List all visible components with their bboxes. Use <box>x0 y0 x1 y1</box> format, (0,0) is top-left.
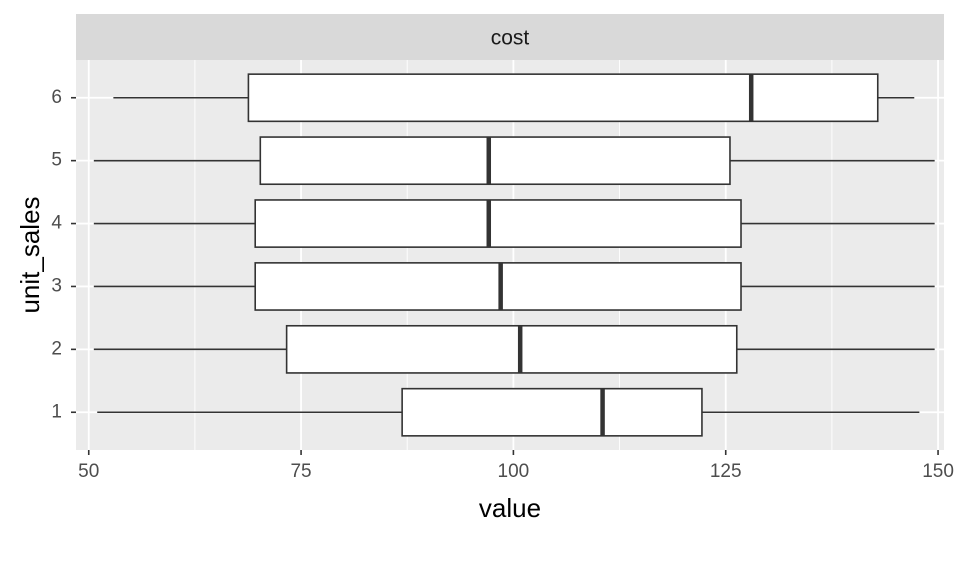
x-axis-title: value <box>479 493 541 523</box>
panel-background <box>76 60 944 450</box>
box-category-3 <box>93 262 935 311</box>
box-iqr <box>254 199 742 248</box>
box-category-4 <box>93 199 935 248</box>
box-category-5 <box>93 136 935 186</box>
grid-minor-lines <box>194 60 833 450</box>
box-iqr <box>401 387 703 437</box>
x-tick-label: 50 <box>78 461 99 482</box>
y-axis: 1 2 3 4 5 6 <box>51 87 76 422</box>
x-tick-label: 150 <box>922 461 954 482</box>
x-axis: 50 75 100 125 150 <box>78 450 954 482</box>
y-axis-title: unit_sales <box>15 196 45 313</box>
x-tick-label: 125 <box>710 461 742 482</box>
box-category-1 <box>97 387 920 437</box>
box-iqr <box>247 73 879 123</box>
box-iqr <box>285 324 738 374</box>
y-tick-label: 3 <box>51 275 62 296</box>
box-category-6 <box>113 73 915 123</box>
box-iqr <box>254 262 742 311</box>
y-tick-label: 4 <box>51 213 62 234</box>
strip-background <box>76 14 944 60</box>
y-tick-label: 5 <box>51 150 62 171</box>
y-tick-label: 2 <box>51 338 62 359</box>
x-tick-label: 100 <box>498 461 530 482</box>
x-tick-label: 75 <box>290 461 311 482</box>
box-series <box>93 73 935 437</box>
y-tick-label: 6 <box>51 87 62 108</box>
y-tick-label: 1 <box>51 401 62 422</box>
facet-strip-label: cost <box>491 27 530 50</box>
box-category-2 <box>93 324 935 374</box>
box-iqr <box>259 136 731 186</box>
